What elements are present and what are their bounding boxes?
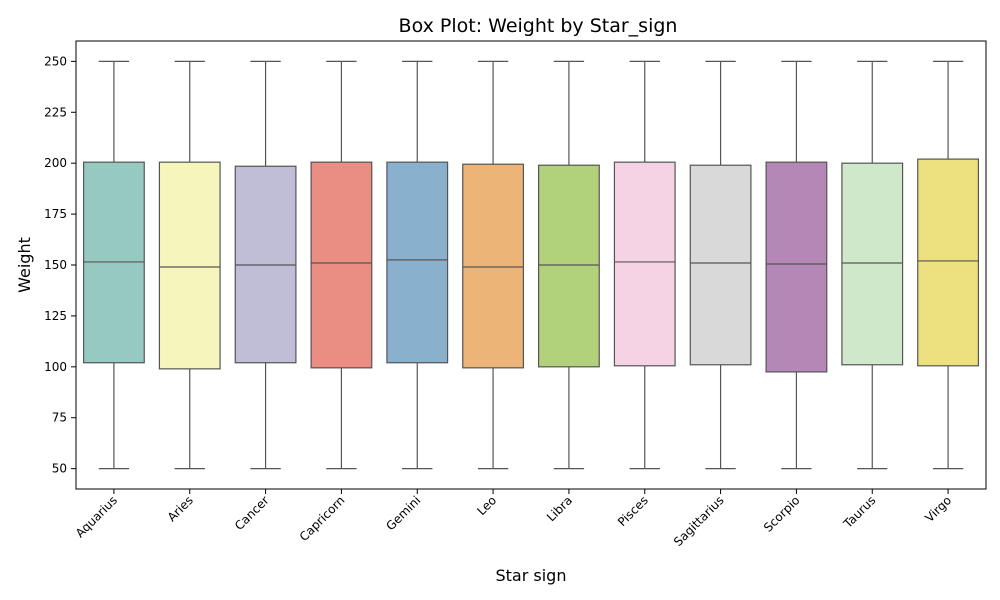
y-axis-title: Weight [15, 237, 34, 293]
box-taurus [841, 60, 904, 470]
y-tick-label: 50 [52, 462, 67, 476]
box-iqr [917, 158, 980, 367]
box-iqr [841, 162, 904, 366]
y-tick-label: 250 [44, 54, 67, 68]
x-axis: Aquarius Aries Cancer Capricorn Gemini Leo Lib… [73, 489, 954, 549]
y-tick-label: 75 [52, 411, 67, 425]
box-iqr [689, 164, 752, 366]
x-tick-label: Pisces [615, 493, 651, 529]
box-scorpio [765, 60, 828, 470]
box-aquarius [82, 60, 145, 470]
boxes-layer [82, 60, 980, 470]
plot-frame [75, 40, 987, 490]
x-tick-label: Scorpio [761, 493, 803, 535]
chart-title: Box Plot: Weight by Star_sign [399, 15, 678, 37]
box-capricorn [310, 60, 373, 470]
box-virgo [917, 60, 980, 470]
y-tick-label: 150 [44, 258, 67, 272]
x-tick-label: Sagittarius [671, 493, 727, 549]
y-tick-label: 175 [44, 207, 67, 221]
x-tick-label: Taurus [840, 493, 878, 531]
x-tick-label: Virgo [922, 493, 954, 525]
x-tick-label: Gemini [383, 493, 423, 533]
box-gemini [386, 60, 449, 470]
box-leo [462, 60, 525, 470]
box-libra [537, 60, 600, 470]
box-iqr [537, 164, 600, 368]
x-tick-label: Capricorn [297, 493, 348, 544]
box-iqr [613, 161, 676, 367]
box-iqr [386, 161, 449, 364]
box-cancer [234, 60, 297, 470]
y-tick-label: 200 [44, 156, 67, 170]
box-iqr [158, 161, 221, 370]
y-tick-label: 125 [44, 309, 67, 323]
x-tick-label: Aquarius [73, 493, 120, 540]
x-tick-label: Cancer [232, 493, 272, 533]
x-tick-label: Aries [165, 493, 196, 524]
y-tick-label: 225 [44, 105, 67, 119]
box-iqr [462, 163, 525, 369]
x-axis-title: Star sign [496, 566, 567, 585]
box-pisces [613, 60, 676, 470]
box-sagittarius [689, 60, 752, 470]
y-tick-label: 100 [44, 360, 67, 374]
box-aries [158, 60, 221, 470]
box-iqr [765, 161, 828, 373]
box-iqr [310, 161, 373, 369]
x-tick-label: Libra [544, 493, 575, 524]
x-tick-label: Leo [474, 493, 499, 518]
y-axis: 50 75 100 125 150 175 200 225 250 [44, 54, 76, 476]
